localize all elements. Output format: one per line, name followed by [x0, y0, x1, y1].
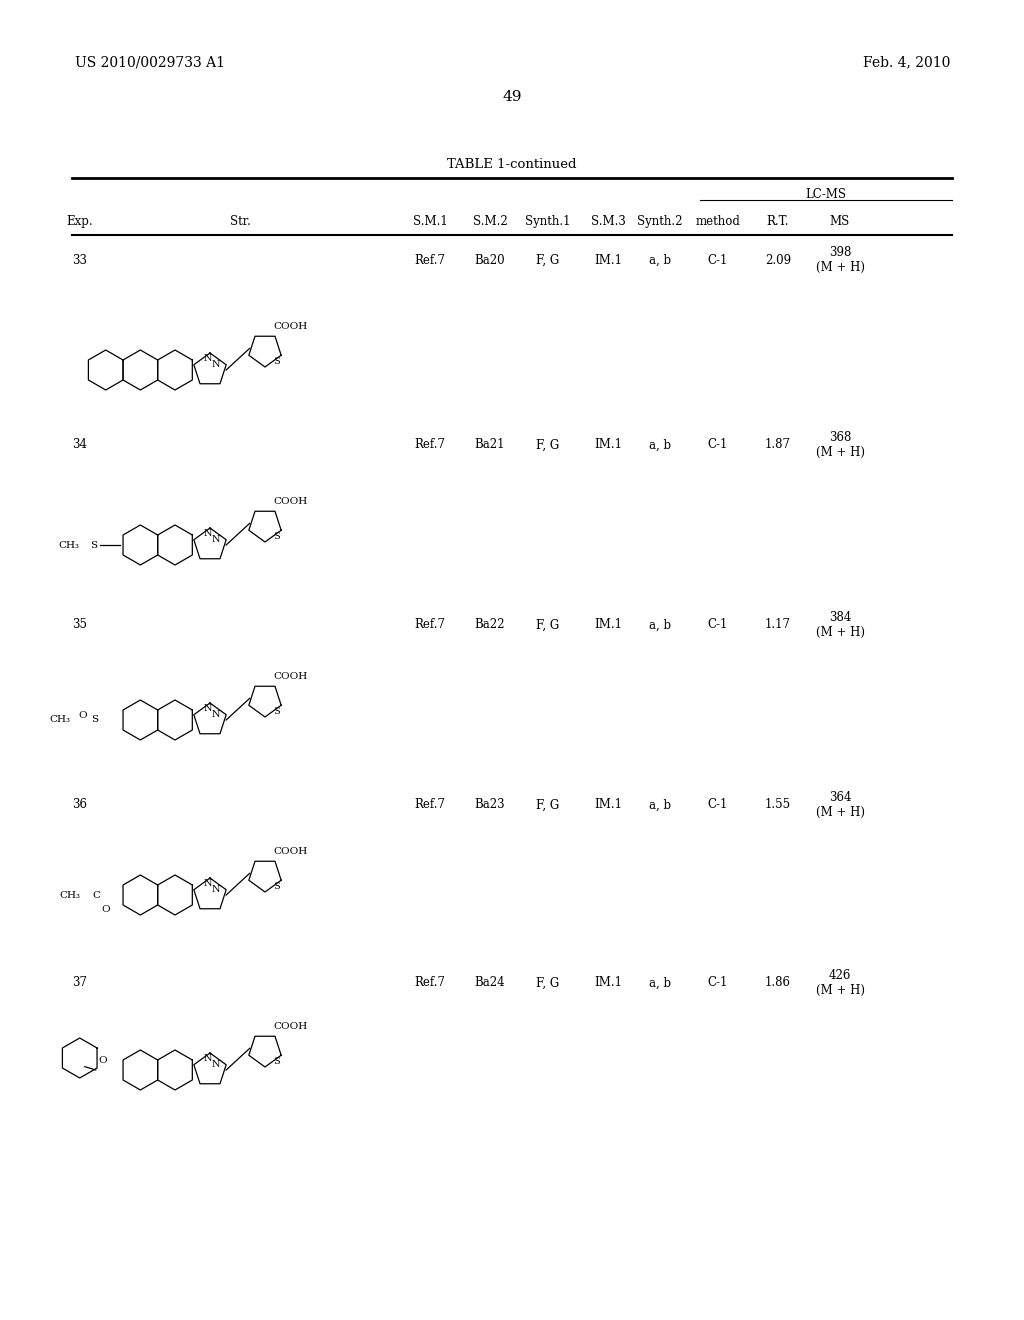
Text: 426
(M + H): 426 (M + H): [815, 969, 864, 997]
Text: COOH: COOH: [273, 498, 308, 507]
Text: CH₃: CH₃: [59, 891, 81, 899]
Text: COOH: COOH: [273, 847, 308, 857]
Text: MS: MS: [829, 215, 850, 228]
Text: F, G: F, G: [537, 253, 560, 267]
Text: Ba23: Ba23: [475, 799, 505, 812]
Text: S.M.1: S.M.1: [413, 215, 447, 228]
Text: Ba21: Ba21: [475, 438, 505, 451]
Text: S: S: [273, 532, 281, 541]
Text: Ref.7: Ref.7: [415, 977, 445, 990]
Text: IM.1: IM.1: [594, 438, 622, 451]
Text: N: N: [212, 886, 220, 895]
Text: a, b: a, b: [649, 438, 671, 451]
Text: Synth.2: Synth.2: [637, 215, 683, 228]
Text: O: O: [98, 1056, 108, 1065]
Text: 398
(M + H): 398 (M + H): [815, 246, 864, 275]
Text: C: C: [93, 891, 100, 899]
Text: C-1: C-1: [708, 619, 728, 631]
Text: O: O: [78, 711, 87, 719]
Text: 34: 34: [73, 438, 87, 451]
Text: method: method: [695, 215, 740, 228]
Text: S: S: [273, 356, 281, 366]
Text: COOH: COOH: [273, 322, 308, 331]
Text: LC-MS: LC-MS: [806, 187, 847, 201]
Text: C-1: C-1: [708, 799, 728, 812]
Text: 36: 36: [73, 799, 87, 812]
Text: 35: 35: [73, 619, 87, 631]
Text: F, G: F, G: [537, 619, 560, 631]
Text: 1.55: 1.55: [765, 799, 792, 812]
Text: 37: 37: [73, 977, 87, 990]
Text: N: N: [212, 1060, 220, 1069]
Text: C-1: C-1: [708, 253, 728, 267]
Text: S: S: [273, 1056, 281, 1065]
Text: C-1: C-1: [708, 977, 728, 990]
Text: IM.1: IM.1: [594, 799, 622, 812]
Text: Str.: Str.: [229, 215, 251, 228]
Text: COOH: COOH: [273, 1022, 308, 1031]
Text: COOH: COOH: [273, 672, 308, 681]
Text: IM.1: IM.1: [594, 977, 622, 990]
Text: S: S: [273, 882, 281, 891]
Text: N: N: [204, 705, 212, 713]
Text: F, G: F, G: [537, 799, 560, 812]
Text: 49: 49: [502, 90, 522, 104]
Text: Ref.7: Ref.7: [415, 438, 445, 451]
Text: O: O: [101, 906, 110, 913]
Text: Exp.: Exp.: [67, 215, 93, 228]
Text: US 2010/0029733 A1: US 2010/0029733 A1: [75, 55, 225, 69]
Text: S.M.2: S.M.2: [473, 215, 507, 228]
Text: 1.86: 1.86: [765, 977, 791, 990]
Text: CH₃: CH₃: [58, 540, 80, 549]
Text: N: N: [212, 710, 220, 719]
Text: N: N: [204, 355, 212, 363]
Text: a, b: a, b: [649, 253, 671, 267]
Text: Ba24: Ba24: [475, 977, 505, 990]
Text: S: S: [273, 706, 281, 715]
Text: S.M.3: S.M.3: [591, 215, 626, 228]
Text: Ref.7: Ref.7: [415, 253, 445, 267]
Text: Ref.7: Ref.7: [415, 799, 445, 812]
Text: TABLE 1-continued: TABLE 1-continued: [447, 158, 577, 172]
Text: a, b: a, b: [649, 619, 671, 631]
Text: R.T.: R.T.: [767, 215, 790, 228]
Text: N: N: [204, 529, 212, 539]
Text: Feb. 4, 2010: Feb. 4, 2010: [862, 55, 950, 69]
Text: N: N: [204, 1055, 212, 1064]
Text: C-1: C-1: [708, 438, 728, 451]
Text: IM.1: IM.1: [594, 619, 622, 631]
Text: 384
(M + H): 384 (M + H): [815, 611, 864, 639]
Text: Ba20: Ba20: [475, 253, 505, 267]
Text: N: N: [204, 879, 212, 888]
Text: S: S: [90, 540, 97, 549]
Text: F, G: F, G: [537, 977, 560, 990]
Text: Ba22: Ba22: [475, 619, 505, 631]
Text: Ref.7: Ref.7: [415, 619, 445, 631]
Text: a, b: a, b: [649, 799, 671, 812]
Text: Synth.1: Synth.1: [525, 215, 570, 228]
Text: 1.17: 1.17: [765, 619, 791, 631]
Text: CH₃: CH₃: [50, 715, 71, 725]
Text: N: N: [212, 360, 220, 370]
Text: 364
(M + H): 364 (M + H): [815, 791, 864, 818]
Text: S: S: [91, 715, 98, 725]
Text: F, G: F, G: [537, 438, 560, 451]
Text: IM.1: IM.1: [594, 253, 622, 267]
Text: 33: 33: [73, 253, 87, 267]
Text: 1.87: 1.87: [765, 438, 791, 451]
Text: 2.09: 2.09: [765, 253, 792, 267]
Text: a, b: a, b: [649, 977, 671, 990]
Text: N: N: [212, 536, 220, 544]
Text: 368
(M + H): 368 (M + H): [815, 432, 864, 459]
